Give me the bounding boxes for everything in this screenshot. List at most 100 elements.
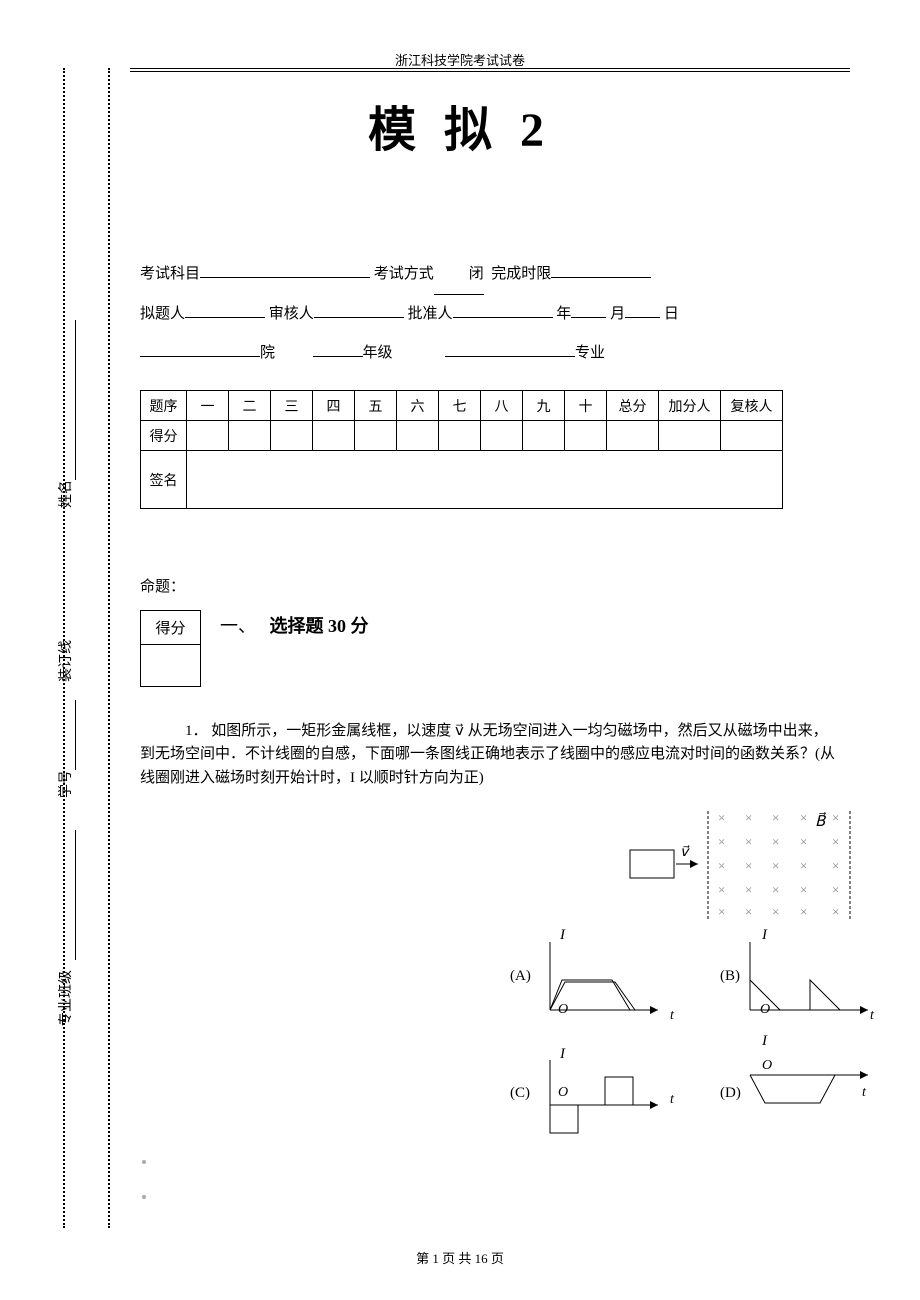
axis-t-a: t xyxy=(670,1008,674,1024)
page-header: 浙江科技学院考试试卷 xyxy=(0,50,920,69)
info-major-label: 专业 xyxy=(575,345,605,361)
figure-option-b xyxy=(720,932,880,1027)
header-rule xyxy=(130,68,850,69)
svg-text:×: × xyxy=(800,904,807,919)
figure-coil-field: v⃗ B⃗ ××××× ××××× ××××× ××××× ××××× xyxy=(620,806,860,926)
section-title-text: 选择题 30 分 xyxy=(270,616,369,636)
svg-text:×: × xyxy=(745,858,752,873)
score-table-col-6: 六 xyxy=(397,391,439,421)
table-cell xyxy=(229,421,271,451)
svg-text:×: × xyxy=(800,810,807,825)
figure-option-a xyxy=(520,932,670,1027)
table-cell xyxy=(721,421,783,451)
axis-i-b: I xyxy=(762,927,767,944)
option-b-label: (B) xyxy=(720,968,740,985)
table-cell xyxy=(481,421,523,451)
svg-text:×: × xyxy=(800,858,807,873)
svg-text:×: × xyxy=(745,882,752,897)
svg-text:×: × xyxy=(718,834,725,849)
table-cell xyxy=(313,421,355,451)
exam-info-block: 考试科目 考试方式闭 完成时限 拟题人 审核人 批准人 年 月 日 院 年级 专… xyxy=(140,255,860,373)
score-table-score-row: 得分 xyxy=(141,421,783,451)
table-cell xyxy=(523,421,565,451)
option-d-label: (D) xyxy=(720,1085,741,1102)
score-table-col-10: 十 xyxy=(565,391,607,421)
marker-dot xyxy=(142,1160,146,1164)
svg-text:×: × xyxy=(800,834,807,849)
info-day-label: 日 xyxy=(664,306,679,322)
score-table-score-label: 得分 xyxy=(141,421,187,451)
svg-text:×: × xyxy=(772,882,779,897)
option-c-label: (C) xyxy=(510,1085,530,1102)
section-1-title: 一、 选择题 30 分 xyxy=(220,612,369,638)
question-1-text: 1． 如图所示，一矩形金属线框，以速度 v⃗ 从无场空间进入一均匀磁场中，然后又… xyxy=(140,720,840,790)
svg-text:×: × xyxy=(745,904,752,919)
sidebar-id-line xyxy=(75,700,76,770)
score-table-total: 总分 xyxy=(607,391,659,421)
document-title: 模 拟 2 xyxy=(0,90,920,160)
axis-t-c: t xyxy=(670,1092,674,1108)
section-num: 一、 xyxy=(220,616,256,636)
mingti-label: 命题： xyxy=(140,575,185,596)
info-line-1: 考试科目 考试方式闭 完成时限 xyxy=(140,255,860,295)
figure-option-c xyxy=(520,1055,670,1165)
info-reviewer-label: 审核人 xyxy=(269,306,314,322)
svg-text:×: × xyxy=(772,810,779,825)
sidebar-name-label: 姓名 xyxy=(55,480,75,508)
scorebox-label: 得分 xyxy=(141,611,201,645)
axis-o-c: O xyxy=(558,1085,568,1101)
sidebar-id-label: 学号 xyxy=(55,770,75,798)
score-table-col-7: 七 xyxy=(439,391,481,421)
axis-i-a: I xyxy=(560,927,565,944)
svg-text:×: × xyxy=(718,904,725,919)
score-table-seq-label: 题序 xyxy=(141,391,187,421)
svg-text:×: × xyxy=(745,834,752,849)
svg-text:×: × xyxy=(832,858,839,873)
table-cell xyxy=(397,421,439,451)
info-method-label: 考试方式 xyxy=(374,266,434,282)
q1-body: 1． 如图所示，一矩形金属线框，以速度 v⃗ 从无场空间进入一均匀磁场中，然后又… xyxy=(140,723,835,786)
sidebar-binding-label: 装订线 xyxy=(55,640,75,682)
svg-text:×: × xyxy=(832,882,839,897)
marker-dot xyxy=(142,1195,146,1199)
svg-text:×: × xyxy=(745,810,752,825)
axis-o-d: O xyxy=(762,1058,772,1074)
axis-t-b: t xyxy=(870,1008,874,1024)
page-footer: 第 1 页 共 16 页 xyxy=(0,1248,920,1267)
svg-text:×: × xyxy=(772,904,779,919)
score-table-checker: 复核人 xyxy=(721,391,783,421)
header-rule-2 xyxy=(130,71,850,72)
axis-i-c: I xyxy=(560,1046,565,1063)
info-year-label: 年 xyxy=(556,306,571,322)
info-line-3: 院 年级 专业 xyxy=(140,334,860,373)
svg-text:B⃗: B⃗ xyxy=(815,811,827,830)
sidebar-class-label: 专业班级 xyxy=(55,970,75,1026)
score-table-col-1: 一 xyxy=(187,391,229,421)
score-table-header-row: 题序 一 二 三 四 五 六 七 八 九 十 总分 加分人 复核人 xyxy=(141,391,783,421)
info-subject-label: 考试科目 xyxy=(140,266,200,282)
info-limit-label: 完成时限 xyxy=(491,266,551,282)
info-month-label: 月 xyxy=(610,306,625,322)
table-cell xyxy=(355,421,397,451)
table-cell xyxy=(187,421,229,451)
score-table-col-9: 九 xyxy=(523,391,565,421)
svg-text:×: × xyxy=(800,882,807,897)
svg-text:×: × xyxy=(772,834,779,849)
axis-o-a: O xyxy=(558,1002,568,1018)
score-table-col-5: 五 xyxy=(355,391,397,421)
svg-text:×: × xyxy=(718,858,725,873)
table-cell xyxy=(439,421,481,451)
svg-text:×: × xyxy=(772,858,779,873)
svg-text:×: × xyxy=(832,810,839,825)
sidebar-name-line xyxy=(75,320,76,480)
table-cell xyxy=(271,421,313,451)
axis-i-d: I xyxy=(762,1033,767,1050)
score-table-col-8: 八 xyxy=(481,391,523,421)
info-author-label: 拟题人 xyxy=(140,306,185,322)
svg-text:×: × xyxy=(718,810,725,825)
sidebar-class-line xyxy=(75,830,76,960)
score-table: 题序 一 二 三 四 五 六 七 八 九 十 总分 加分人 复核人 得分 签名 xyxy=(140,390,783,509)
section-score-box: 得分 xyxy=(140,610,201,687)
scorebox-blank xyxy=(141,645,201,687)
svg-text:v⃗: v⃗ xyxy=(680,845,690,860)
